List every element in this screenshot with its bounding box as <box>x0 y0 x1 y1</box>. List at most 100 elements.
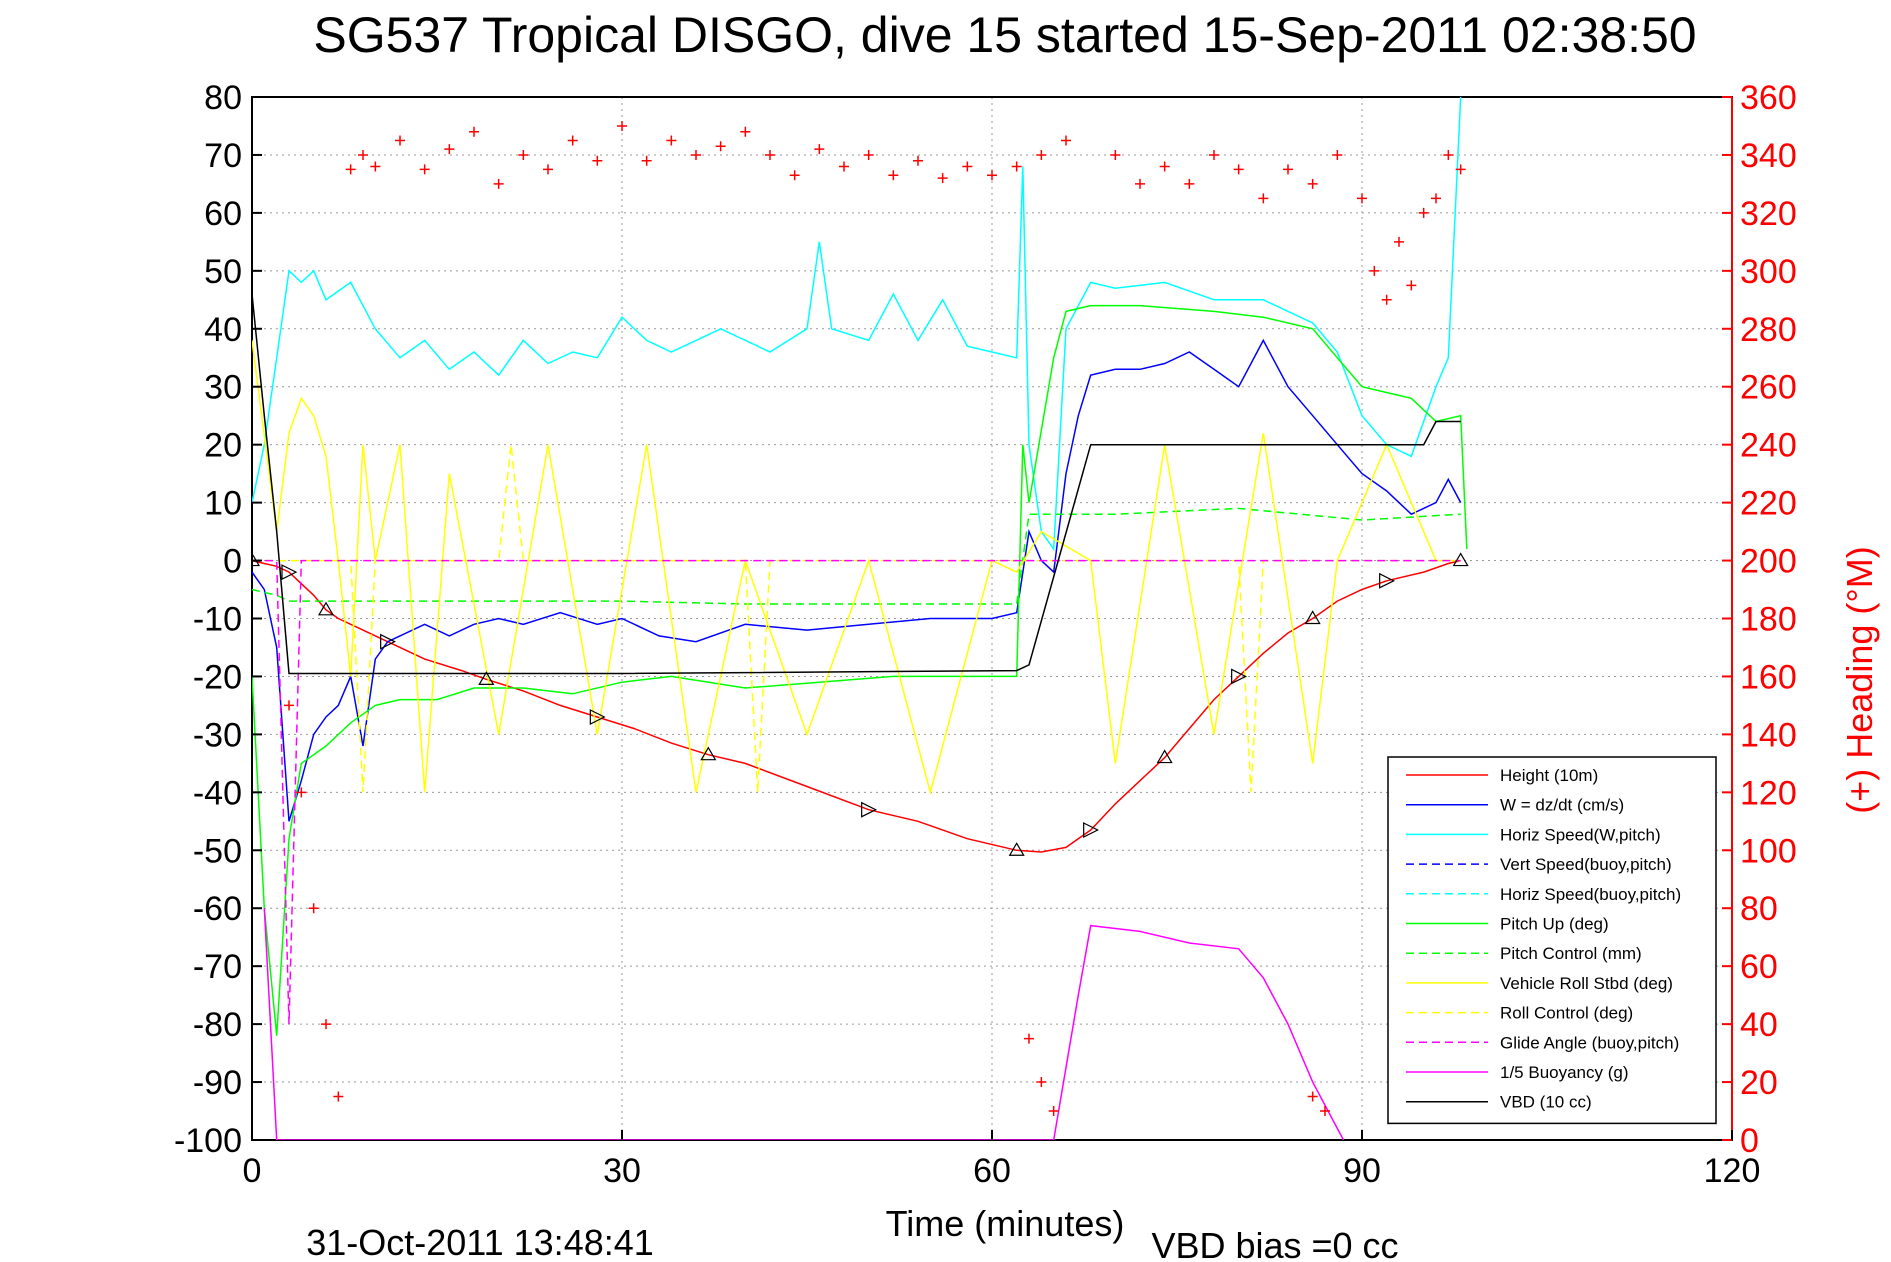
heading-point <box>1233 164 1244 175</box>
y-right-tick-label: 180 <box>1740 601 1797 639</box>
heading-point <box>308 903 319 914</box>
heading-point <box>1036 1077 1047 1088</box>
heading-point <box>962 161 973 172</box>
y-tick-label: 50 <box>204 253 242 291</box>
height-marker <box>700 746 717 761</box>
height-marker <box>380 633 397 650</box>
y-tick-label: 20 <box>204 427 242 465</box>
height-marker <box>1231 668 1248 685</box>
legend-entry: Horiz Speed(W,pitch) <box>1500 825 1661 844</box>
height-marker <box>589 709 606 725</box>
y-tick-label: 40 <box>204 311 242 349</box>
y-tick-label: 60 <box>204 195 242 233</box>
y-tick-label: -10 <box>193 601 242 639</box>
y-right-tick-label: 40 <box>1740 1006 1778 1044</box>
heading-point <box>937 173 948 184</box>
y-tick-label: -50 <box>193 832 242 870</box>
series-line-2 <box>252 97 1462 552</box>
heading-point <box>691 149 701 160</box>
height-marker <box>1379 572 1396 589</box>
heading-point <box>1418 207 1429 218</box>
heading-point <box>1061 135 1071 146</box>
y-right-tick-label: 20 <box>1740 1064 1778 1102</box>
legend-entry: Vehicle Roll Stbd (deg) <box>1500 974 1673 993</box>
series-line-9 <box>252 559 1461 1025</box>
y-axis-left: 80 70 60 50 40 30 20 10 0 -10 -20 -30 -40 -50 -60 -70 -8… <box>174 79 262 1160</box>
heading-point <box>1406 280 1417 291</box>
y-tick-label: 70 <box>204 137 242 175</box>
heading-point <box>715 141 726 152</box>
legend-entry: VBD (10 cc) <box>1500 1093 1592 1112</box>
height-marker <box>478 671 495 685</box>
heading-point <box>1332 149 1343 160</box>
legend: Height (10m) W = dz/dt (cm/s) Horiz Speed(… <box>1387 756 1717 1125</box>
heading-point <box>789 170 800 181</box>
y-axis-right-label: (+) Heading (°M) <box>1839 546 1880 813</box>
heading-point <box>567 135 578 146</box>
y-right-tick-label: 0 <box>1740 1122 1759 1160</box>
legend-entry: Glide Angle (buoy,pitch) <box>1500 1033 1679 1052</box>
heading-point <box>1369 265 1380 276</box>
heading-point <box>1024 1033 1034 1044</box>
y-right-tick-label: 260 <box>1740 369 1797 407</box>
heading-point <box>641 155 652 166</box>
heading-point <box>543 164 553 175</box>
x-tick-label: 120 <box>1704 1152 1761 1190</box>
x-tick-label: 60 <box>973 1152 1011 1190</box>
series-layer <box>252 97 1469 1140</box>
heading-point <box>1110 149 1121 160</box>
y-tick-label: -90 <box>193 1064 242 1102</box>
x-tick-label: 30 <box>603 1152 641 1190</box>
heading-point <box>1357 193 1367 204</box>
x-axis-label: Time (minutes) <box>886 1203 1125 1244</box>
heading-point <box>1443 149 1454 160</box>
legend-entry: Pitch Up (deg) <box>1500 915 1609 934</box>
y-right-tick-label: 360 <box>1740 79 1797 117</box>
height-marker <box>1304 610 1321 625</box>
heading-point <box>765 149 775 160</box>
heading-point <box>1381 294 1392 305</box>
heading-point <box>444 144 455 155</box>
heading-point <box>1159 161 1170 172</box>
heading-point <box>321 1019 331 1030</box>
heading-point <box>345 164 356 175</box>
y-tick-label: -80 <box>193 1006 242 1044</box>
heading-point <box>1455 164 1466 175</box>
height-marker <box>1083 822 1100 838</box>
y-tick-label: 80 <box>204 79 242 117</box>
y-right-tick-label: 60 <box>1740 948 1778 986</box>
y-right-tick-label: 340 <box>1740 137 1797 175</box>
heading-point <box>1184 178 1195 189</box>
y-right-tick-label: 300 <box>1740 253 1797 291</box>
heading-point <box>1307 178 1318 189</box>
heading-point <box>1307 1091 1318 1102</box>
x-tick-label: 90 <box>1343 1152 1381 1190</box>
chart-title: SG537 Tropical DISGO, dive 15 started 15… <box>313 7 1696 63</box>
height-marker <box>1452 552 1469 567</box>
y-axis-right: 3603403203002802602402202001801601401201… <box>1722 79 1797 1160</box>
heading-point <box>1258 193 1269 204</box>
heading-point <box>863 149 874 160</box>
heading-point <box>419 164 430 175</box>
series-clip-group <box>252 97 1469 1140</box>
y-tick-label: -70 <box>193 948 242 986</box>
heading-point <box>1036 149 1047 160</box>
heading-point <box>1394 236 1404 247</box>
y-tick-label: 0 <box>223 543 242 581</box>
y-tick-label: 10 <box>204 485 242 523</box>
heading-point <box>469 126 479 137</box>
y-tick-label: -20 <box>193 658 242 696</box>
y-tick-label: -100 <box>174 1122 242 1160</box>
footer-vbd-bias: VBD bias =0 cc <box>1151 1225 1398 1262</box>
y-right-tick-label: 280 <box>1740 311 1797 349</box>
series-line-11 <box>252 293 1461 675</box>
y-tick-label: -40 <box>193 774 242 812</box>
legend-entry: Vert Speed(buoy,pitch) <box>1500 855 1672 874</box>
heading-point <box>1011 161 1022 172</box>
heading-point <box>284 700 294 711</box>
heading-point <box>740 126 751 137</box>
heading-point <box>358 149 368 160</box>
y-right-tick-label: 120 <box>1740 774 1797 812</box>
y-tick-label: -30 <box>193 716 242 754</box>
series-line-10 <box>263 908 1345 1140</box>
